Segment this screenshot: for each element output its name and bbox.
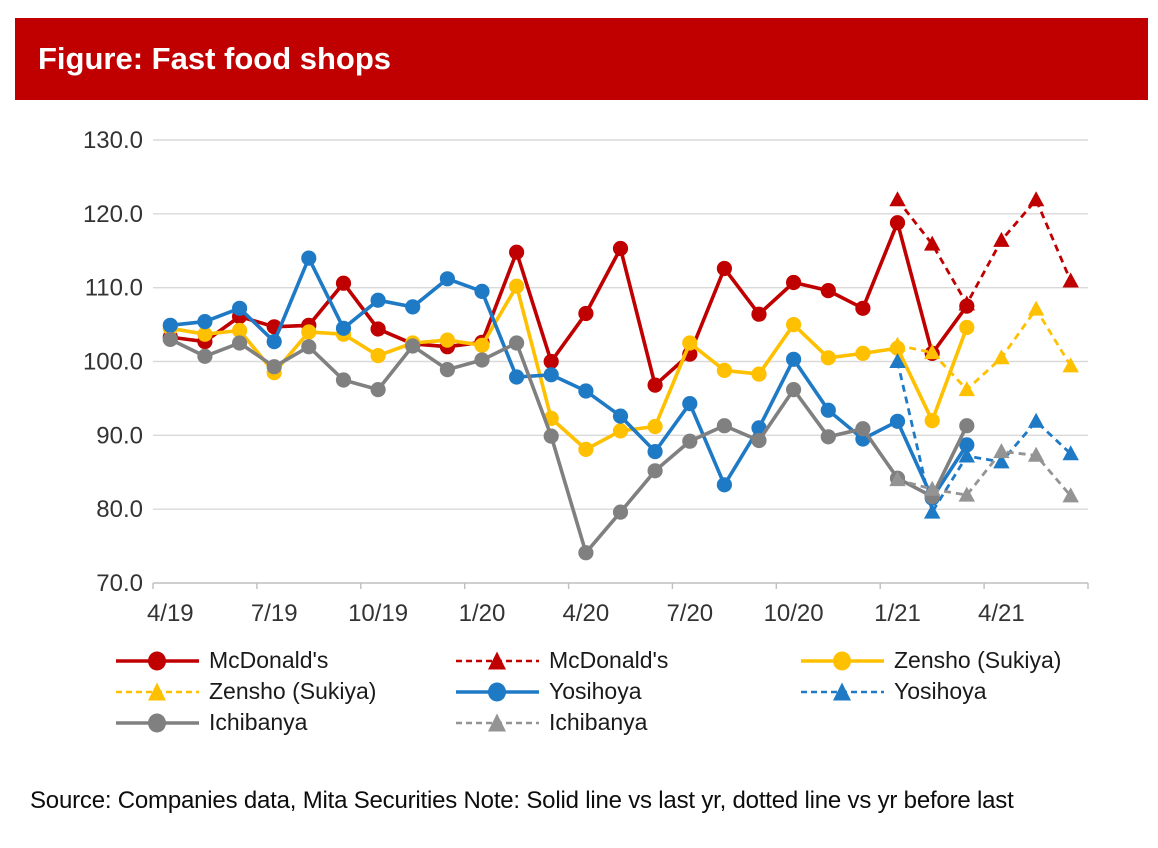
title-banner: Figure: Fast food shops <box>15 18 1148 100</box>
legend-item-zensho-dashed: Zensho (Sukiya) <box>115 676 455 707</box>
legend-label: McDonald's <box>209 647 329 673</box>
legend-marker-zensho-solid-icon <box>801 651 884 670</box>
legend-marker-zensho-dashed-icon <box>116 682 199 700</box>
series-7 <box>889 443 1079 503</box>
x-axis-tick-label: 1/21 <box>874 600 921 627</box>
legend-marker-mcdonalds-dashed-icon <box>456 651 539 669</box>
legend-label: Yosihoya <box>894 678 987 704</box>
series-4 <box>162 250 975 506</box>
x-axis-tick-label: 4/19 <box>147 600 194 627</box>
series-1 <box>889 191 1079 311</box>
legend-label: Zensho (Sukiya) <box>209 678 377 704</box>
legend-item-ichibanya-dashed: Ichibanya <box>455 707 800 738</box>
series-5 <box>889 353 1079 519</box>
series-0 <box>162 215 975 393</box>
x-axis-tick-label: 7/20 <box>666 600 713 627</box>
x-axis-tick-label: 1/20 <box>459 600 506 627</box>
x-axis-tick-label: 4/20 <box>563 600 610 627</box>
legend-item-yosihoya-solid: Yosihoya <box>455 676 800 707</box>
legend-label: Ichibanya <box>209 709 308 735</box>
y-axis-tick-label: 100.0 <box>83 349 143 376</box>
legend-marker-yosihoya-dashed-icon <box>801 682 884 700</box>
y-axis-tick-label: 90.0 <box>96 422 143 449</box>
legend-item-mcdonalds-solid: McDonald's <box>115 645 455 676</box>
x-axis-tick-label: 4/21 <box>978 600 1025 627</box>
x-axis-tick-label: 10/19 <box>348 600 408 627</box>
y-axis-tick-label: 70.0 <box>96 570 143 597</box>
source-note: Source: Companies data, Mita Securities … <box>30 787 1014 814</box>
legend-marker-mcdonalds-solid-icon <box>116 651 199 670</box>
legend-label: Yosihoya <box>549 678 642 704</box>
series-3 <box>889 300 1079 397</box>
y-axis-tick-label: 130.0 <box>83 127 143 154</box>
legend-item-zensho-solid: Zensho (Sukiya) <box>800 645 1125 676</box>
y-axis-tick-label: 80.0 <box>96 496 143 523</box>
legend-marker-ichibanya-dashed-icon <box>456 713 539 731</box>
y-axis-tick-label: 120.0 <box>83 201 143 228</box>
series-6 <box>162 331 975 561</box>
legend-item-ichibanya-solid: Ichibanya <box>115 707 455 738</box>
legend-marker-ichibanya-solid-icon <box>116 713 199 732</box>
line-chart: 130.0 120.0 110.0 100.0 90.0 80.0 70.0 4/19 7/19… <box>83 127 1089 627</box>
x-axis-tick-label: 10/20 <box>764 600 824 627</box>
legend-marker-yosihoya-solid-icon <box>456 682 539 701</box>
legend: McDonald's McDonald's Zensho (Sukiya) Ze… <box>115 645 1125 738</box>
legend-item-mcdonalds-dashed: McDonald's <box>455 645 800 676</box>
legend-item-yosihoya-dashed: Yosihoya <box>800 676 1125 707</box>
legend-label: Zensho (Sukiya) <box>894 647 1062 673</box>
legend-label: Ichibanya <box>549 709 648 735</box>
y-axis-tick-label: 110.0 <box>85 275 143 302</box>
legend-label: McDonald's <box>549 647 669 673</box>
x-axis-tick-label: 7/19 <box>251 600 298 627</box>
page-title: Figure: Fast food shops <box>38 41 392 76</box>
